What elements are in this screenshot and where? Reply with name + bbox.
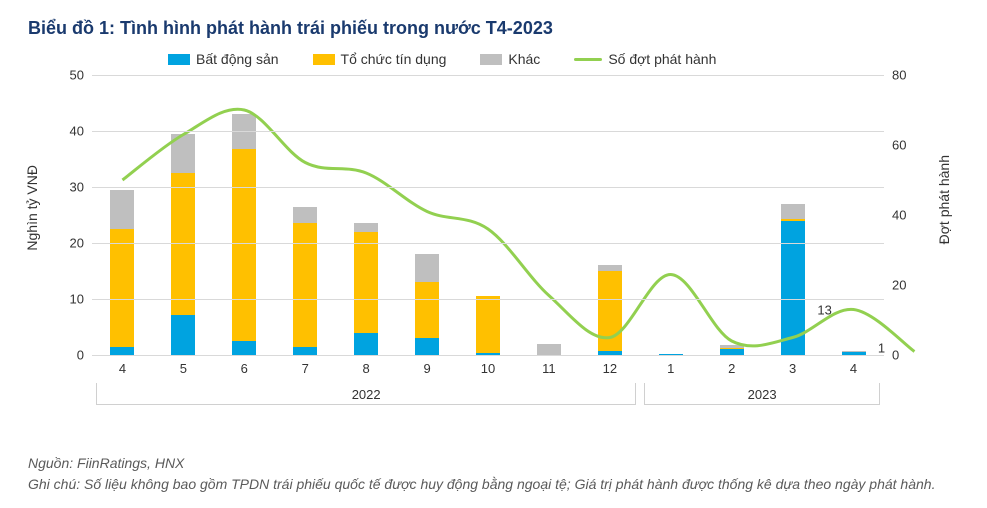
- swatch-line: [574, 58, 602, 61]
- bar-seg-s2: [781, 219, 805, 221]
- x-tick: 10: [468, 361, 508, 376]
- x-tick: 2: [712, 361, 752, 376]
- bars-layer: [92, 75, 884, 355]
- bar-seg-s3: [598, 265, 622, 271]
- x-tick: 4: [102, 361, 142, 376]
- bar-seg-s2: [598, 271, 622, 351]
- legend-label-s2: Tổ chức tín dụng: [341, 51, 447, 67]
- grid-line: [92, 75, 884, 76]
- x-tick: 12: [590, 361, 630, 376]
- y-tick-left: 0: [52, 348, 84, 363]
- bar-seg-s2: [354, 232, 378, 333]
- grid-line: [92, 355, 884, 356]
- grid-line: [92, 299, 884, 300]
- year-group: 2023: [644, 383, 880, 405]
- bar-seg-s2: [415, 282, 439, 338]
- bar-seg-s2: [720, 348, 744, 350]
- bar-seg-s3: [720, 345, 744, 348]
- x-tick: 8: [346, 361, 386, 376]
- bar-seg-s2: [293, 223, 317, 346]
- bar-seg-s1: [110, 347, 134, 355]
- y-tick-right: 40: [892, 208, 924, 223]
- x-tick: 11: [529, 361, 569, 376]
- legend-item-s3: Khác: [480, 51, 540, 67]
- grid-line: [92, 187, 884, 188]
- y-tick-left: 20: [52, 236, 84, 251]
- bar-seg-s3: [171, 134, 195, 173]
- x-tick: 4: [834, 361, 874, 376]
- x-tick: 6: [224, 361, 264, 376]
- legend-label-s3: Khác: [508, 51, 540, 67]
- bar-seg-s3: [537, 344, 561, 355]
- swatch-s2: [313, 54, 335, 65]
- note-text: Ghi chú: Số liệu không bao gồm TPDN trái…: [28, 474, 959, 494]
- bar-seg-s3: [415, 254, 439, 282]
- data-label: 1: [878, 340, 885, 355]
- legend-label-s1: Bất động sản: [196, 51, 279, 67]
- y-tick-right: 80: [892, 68, 924, 83]
- y-tick-left: 30: [52, 180, 84, 195]
- x-tick: 7: [285, 361, 325, 376]
- chart-container: Bất động sản Tổ chức tín dụng Khác Số đợ…: [28, 45, 948, 405]
- y-axis-right-label: Đợt phát hành: [936, 155, 952, 244]
- y-tick-left: 50: [52, 68, 84, 83]
- legend-item-s2: Tổ chức tín dụng: [313, 51, 447, 67]
- bar-seg-s2: [110, 229, 134, 347]
- bar-seg-s3: [293, 207, 317, 224]
- bar-seg-s1: [415, 338, 439, 355]
- bar-seg-s3: [110, 190, 134, 229]
- y-tick-right: 60: [892, 138, 924, 153]
- bar-seg-s2: [232, 149, 256, 341]
- legend-item-line: Số đợt phát hành: [574, 51, 716, 67]
- data-label: 13: [817, 302, 831, 317]
- swatch-s1: [168, 54, 190, 65]
- bar-seg-s2: [476, 296, 500, 353]
- year-group: 2022: [96, 383, 636, 405]
- plot-area: 0102030405002040608045678910111212342022…: [92, 75, 884, 355]
- legend-label-line: Số đợt phát hành: [608, 51, 716, 67]
- x-tick: 5: [163, 361, 203, 376]
- bar-seg-s1: [781, 221, 805, 355]
- swatch-s3: [480, 54, 502, 65]
- legend: Bất động sản Tổ chức tín dụng Khác Số đợ…: [168, 51, 716, 67]
- bar-seg-s1: [232, 341, 256, 355]
- grid-line: [92, 131, 884, 132]
- x-tick: 1: [651, 361, 691, 376]
- year-group-label: 2023: [748, 387, 777, 402]
- bar-seg-s1: [354, 333, 378, 355]
- bar-seg-s3: [781, 204, 805, 219]
- y-tick-right: 20: [892, 278, 924, 293]
- source-text: Nguồn: FiinRatings, HNX: [28, 453, 959, 473]
- chart-footer: Nguồn: FiinRatings, HNX Ghi chú: Số liệu…: [28, 453, 959, 494]
- x-tick: 9: [407, 361, 447, 376]
- bar-seg-s1: [293, 347, 317, 355]
- chart-title: Biểu đồ 1: Tình hình phát hành trái phiế…: [28, 18, 959, 39]
- year-group-label: 2022: [352, 387, 381, 402]
- bar-seg-s1: [171, 315, 195, 355]
- y-tick-left: 10: [52, 292, 84, 307]
- y-tick-left: 40: [52, 124, 84, 139]
- legend-item-s1: Bất động sản: [168, 51, 279, 67]
- grid-line: [92, 243, 884, 244]
- y-axis-left-label: Nghìn tỷ VNĐ: [24, 165, 40, 251]
- x-tick: 3: [773, 361, 813, 376]
- bar-seg-s3: [842, 351, 866, 353]
- y-tick-right: 0: [892, 348, 924, 363]
- bar-seg-s3: [354, 223, 378, 231]
